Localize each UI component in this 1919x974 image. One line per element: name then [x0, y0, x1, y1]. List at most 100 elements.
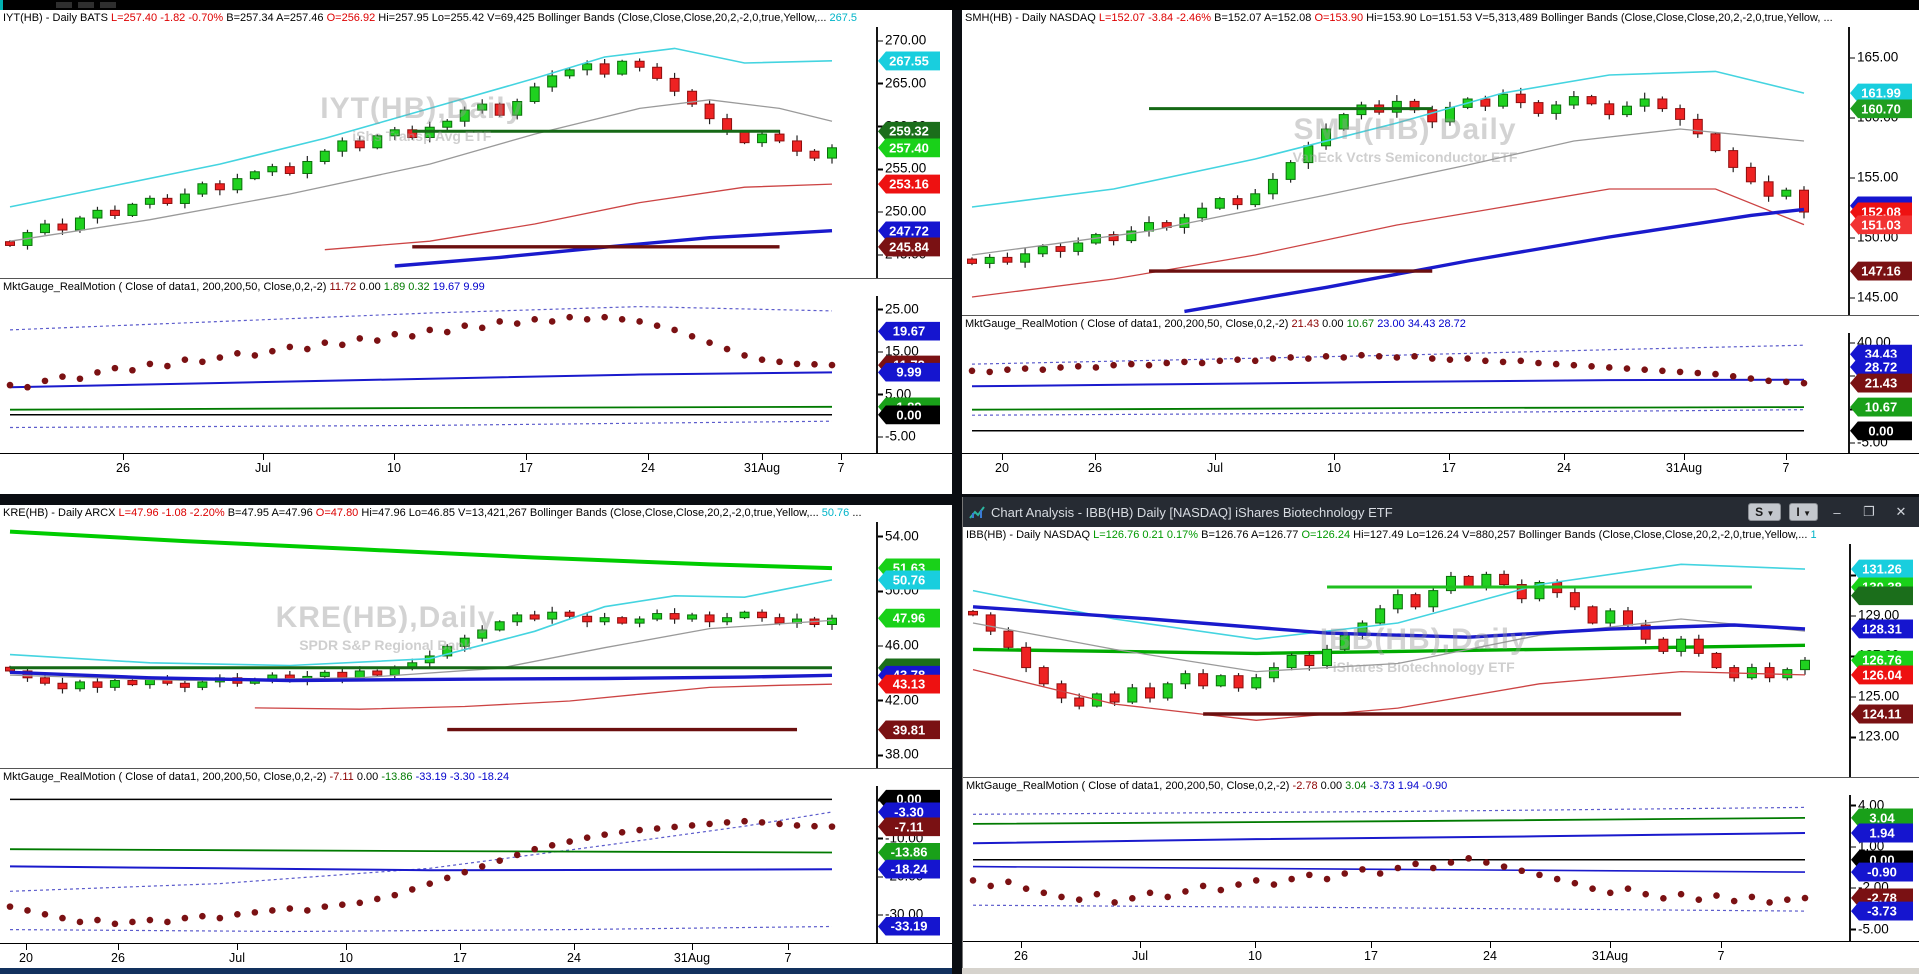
- realmotion-dot: [1642, 890, 1649, 898]
- gauge-chart-iyt[interactable]: [0, 296, 876, 453]
- time-axis-iyt[interactable]: 26 Jul 10 17 24 31Aug 7: [0, 453, 952, 494]
- candle-body: [1463, 575, 1474, 588]
- price-scale-smh[interactable]: 165.00160.00155.00150.00145.00161.99160.…: [1848, 27, 1919, 315]
- candle-body: [1568, 96, 1579, 106]
- style-dropdown-button[interactable]: S ▼: [1748, 503, 1782, 521]
- candle-body: [1746, 667, 1757, 679]
- mini-tab[interactable]: [56, 2, 72, 8]
- axis-tick: [26, 944, 27, 950]
- realmotion-dot: [513, 320, 521, 327]
- chart-panel-smh: SMH(HB) - Daily NASDAQ L=152.07 -3.84 -2…: [962, 10, 1919, 494]
- candle-body: [442, 645, 453, 657]
- time-axis-smh[interactable]: 20 26 Jul 10 17 24 31Aug 7: [962, 453, 1919, 494]
- indicator-dropdown-button[interactable]: I ▼: [1789, 503, 1818, 521]
- price-badge: 161.99: [1850, 83, 1912, 103]
- close-button[interactable]: ✕: [1895, 504, 1907, 519]
- gauge-scale-smh[interactable]: 40.0025.0010.00-5.0034.4328.7221.4310.67…: [1848, 333, 1919, 453]
- realmotion-dot: [601, 313, 608, 321]
- realmotion-dot: [356, 899, 364, 907]
- gauge-scale-kre[interactable]: 0.00-10.00-20.00-30.000.00-3.30-7.11-13.…: [876, 786, 952, 943]
- mini-tab[interactable]: [78, 2, 94, 8]
- price-badge: 259.32: [878, 121, 940, 141]
- candle-body: [1693, 638, 1704, 654]
- realmotion-dot: [1411, 353, 1418, 360]
- realmotion-dot: [1182, 888, 1189, 895]
- rm-blue: [9, 865, 833, 872]
- candle-body: [827, 617, 837, 625]
- realmotion-dot: [286, 905, 294, 912]
- header-segment: 1.94: [1397, 780, 1423, 792]
- gauge-chart-kre[interactable]: [0, 786, 876, 943]
- window-titlebar[interactable]: Chart Analysis - IBB(HB) Daily [NASDAQ] …: [963, 497, 1919, 527]
- candle-body: [809, 150, 820, 159]
- realmotion-dot: [1376, 870, 1384, 877]
- realmotion-dot: [321, 339, 329, 346]
- candle-body: [529, 614, 540, 620]
- candle-body: [1745, 166, 1756, 183]
- realmotion-dot: [636, 318, 643, 325]
- header-segment: 21.43: [1291, 318, 1323, 330]
- realmotion-dot: [251, 352, 259, 359]
- symbol-header-smh: SMH(HB) - Daily NASDAQ L=152.07 -3.84 -2…: [962, 10, 1919, 27]
- realmotion-dot: [1801, 894, 1809, 902]
- gauge-scale-ibb[interactable]: 4.00 1.00 -2.00 -5.00 3.04 1.94 0.00 -0.90 -2.78…: [1849, 795, 1919, 941]
- candle-body: [757, 611, 768, 619]
- realmotion-dot: [1694, 369, 1702, 377]
- realmotion-dot: [181, 356, 189, 363]
- candle-body: [337, 140, 348, 152]
- realmotion-dot: [76, 375, 84, 383]
- price-chart-ibb[interactable]: IBB(HB),Daily iShares Biotechnology ETF: [963, 544, 1849, 777]
- realmotion-dot: [1110, 361, 1117, 369]
- realmotion-dot: [548, 842, 556, 849]
- candle-body: [1145, 687, 1156, 699]
- candle-body: [985, 614, 996, 632]
- axis-label: 10: [1248, 949, 1262, 963]
- minimize-button[interactable]: –: [1833, 504, 1841, 520]
- candle-body: [1074, 697, 1085, 707]
- candle-body: [704, 103, 715, 120]
- price-chart-iyt[interactable]: IYT(HB),Daily iShs Transp Avg ETF: [0, 27, 876, 278]
- realmotion-dot: [776, 358, 783, 366]
- realmotion-dot: [1552, 360, 1560, 368]
- realmotion-dot: [758, 356, 766, 363]
- header-segment: Hi=127.49 Lo=126.24 V=880,257: [1353, 529, 1519, 541]
- lower-band-red: [254, 683, 833, 710]
- candle-body: [1639, 98, 1650, 107]
- candle-body: [1286, 654, 1297, 669]
- price-chart-kre[interactable]: KRE(HB),Daily SPDR S&P Regional Bank: [0, 522, 876, 768]
- candle-body: [372, 135, 383, 149]
- realmotion-dot: [1111, 899, 1118, 906]
- ma20-gray: [9, 619, 833, 682]
- scale-tick: 42.00: [878, 692, 919, 707]
- price-scale-ibb[interactable]: 131.00129.00127.00125.00123.00131.26130.…: [1849, 544, 1919, 777]
- realmotion-dot: [1039, 366, 1047, 373]
- candle-body: [1498, 93, 1509, 107]
- header-segment: Bollinger Bands (Close,Close,Close,20,2,…: [1518, 529, 1811, 541]
- header-segment: MktGauge_RealMotion ( Close of data1, 20…: [966, 780, 1293, 792]
- time-axis-ibb[interactable]: 26 Jul 10 17 24 31Aug 7: [963, 941, 1919, 968]
- gauge-chart-ibb[interactable]: [963, 795, 1849, 941]
- price-scale-iyt[interactable]: 270.00265.00260.00255.00250.00245.00267.…: [876, 27, 952, 278]
- candle-body: [547, 611, 558, 620]
- time-axis-kre[interactable]: 20 26 Jul 10 17 24 31Aug 7: [0, 943, 952, 968]
- realmotion-dot: [304, 907, 311, 914]
- candle-body: [652, 66, 663, 79]
- price-badge: 39.81: [878, 720, 940, 740]
- candle-body: [1375, 608, 1386, 624]
- axis-tick: [1095, 454, 1096, 460]
- price-chart-smh[interactable]: SMH(HB) Daily VanEck Vctrs Semiconductor…: [962, 27, 1848, 315]
- mini-tab[interactable]: [100, 2, 116, 8]
- realmotion-dot: [1659, 367, 1666, 375]
- candle-body: [1055, 246, 1066, 252]
- header-segment: MktGauge_RealMotion ( Close of data1, 20…: [3, 281, 330, 293]
- gauge-scale-iyt[interactable]: 25.0015.005.00-5.0019.6711.729.991.890.0…: [876, 296, 952, 453]
- realmotion-dot: [1589, 885, 1596, 892]
- gauge-chart-smh[interactable]: [962, 333, 1848, 453]
- realmotion-dot: [776, 820, 783, 828]
- candle-body: [1481, 573, 1492, 588]
- maximize-button[interactable]: ❐: [1863, 504, 1875, 519]
- price-scale-kre[interactable]: 54.00 50.00 46.00 42.00 38.00 51.63 50.76 47.96…: [876, 522, 952, 768]
- realmotion-dot: [1606, 889, 1614, 897]
- realmotion-dot: [59, 914, 66, 922]
- candle-body: [197, 183, 208, 195]
